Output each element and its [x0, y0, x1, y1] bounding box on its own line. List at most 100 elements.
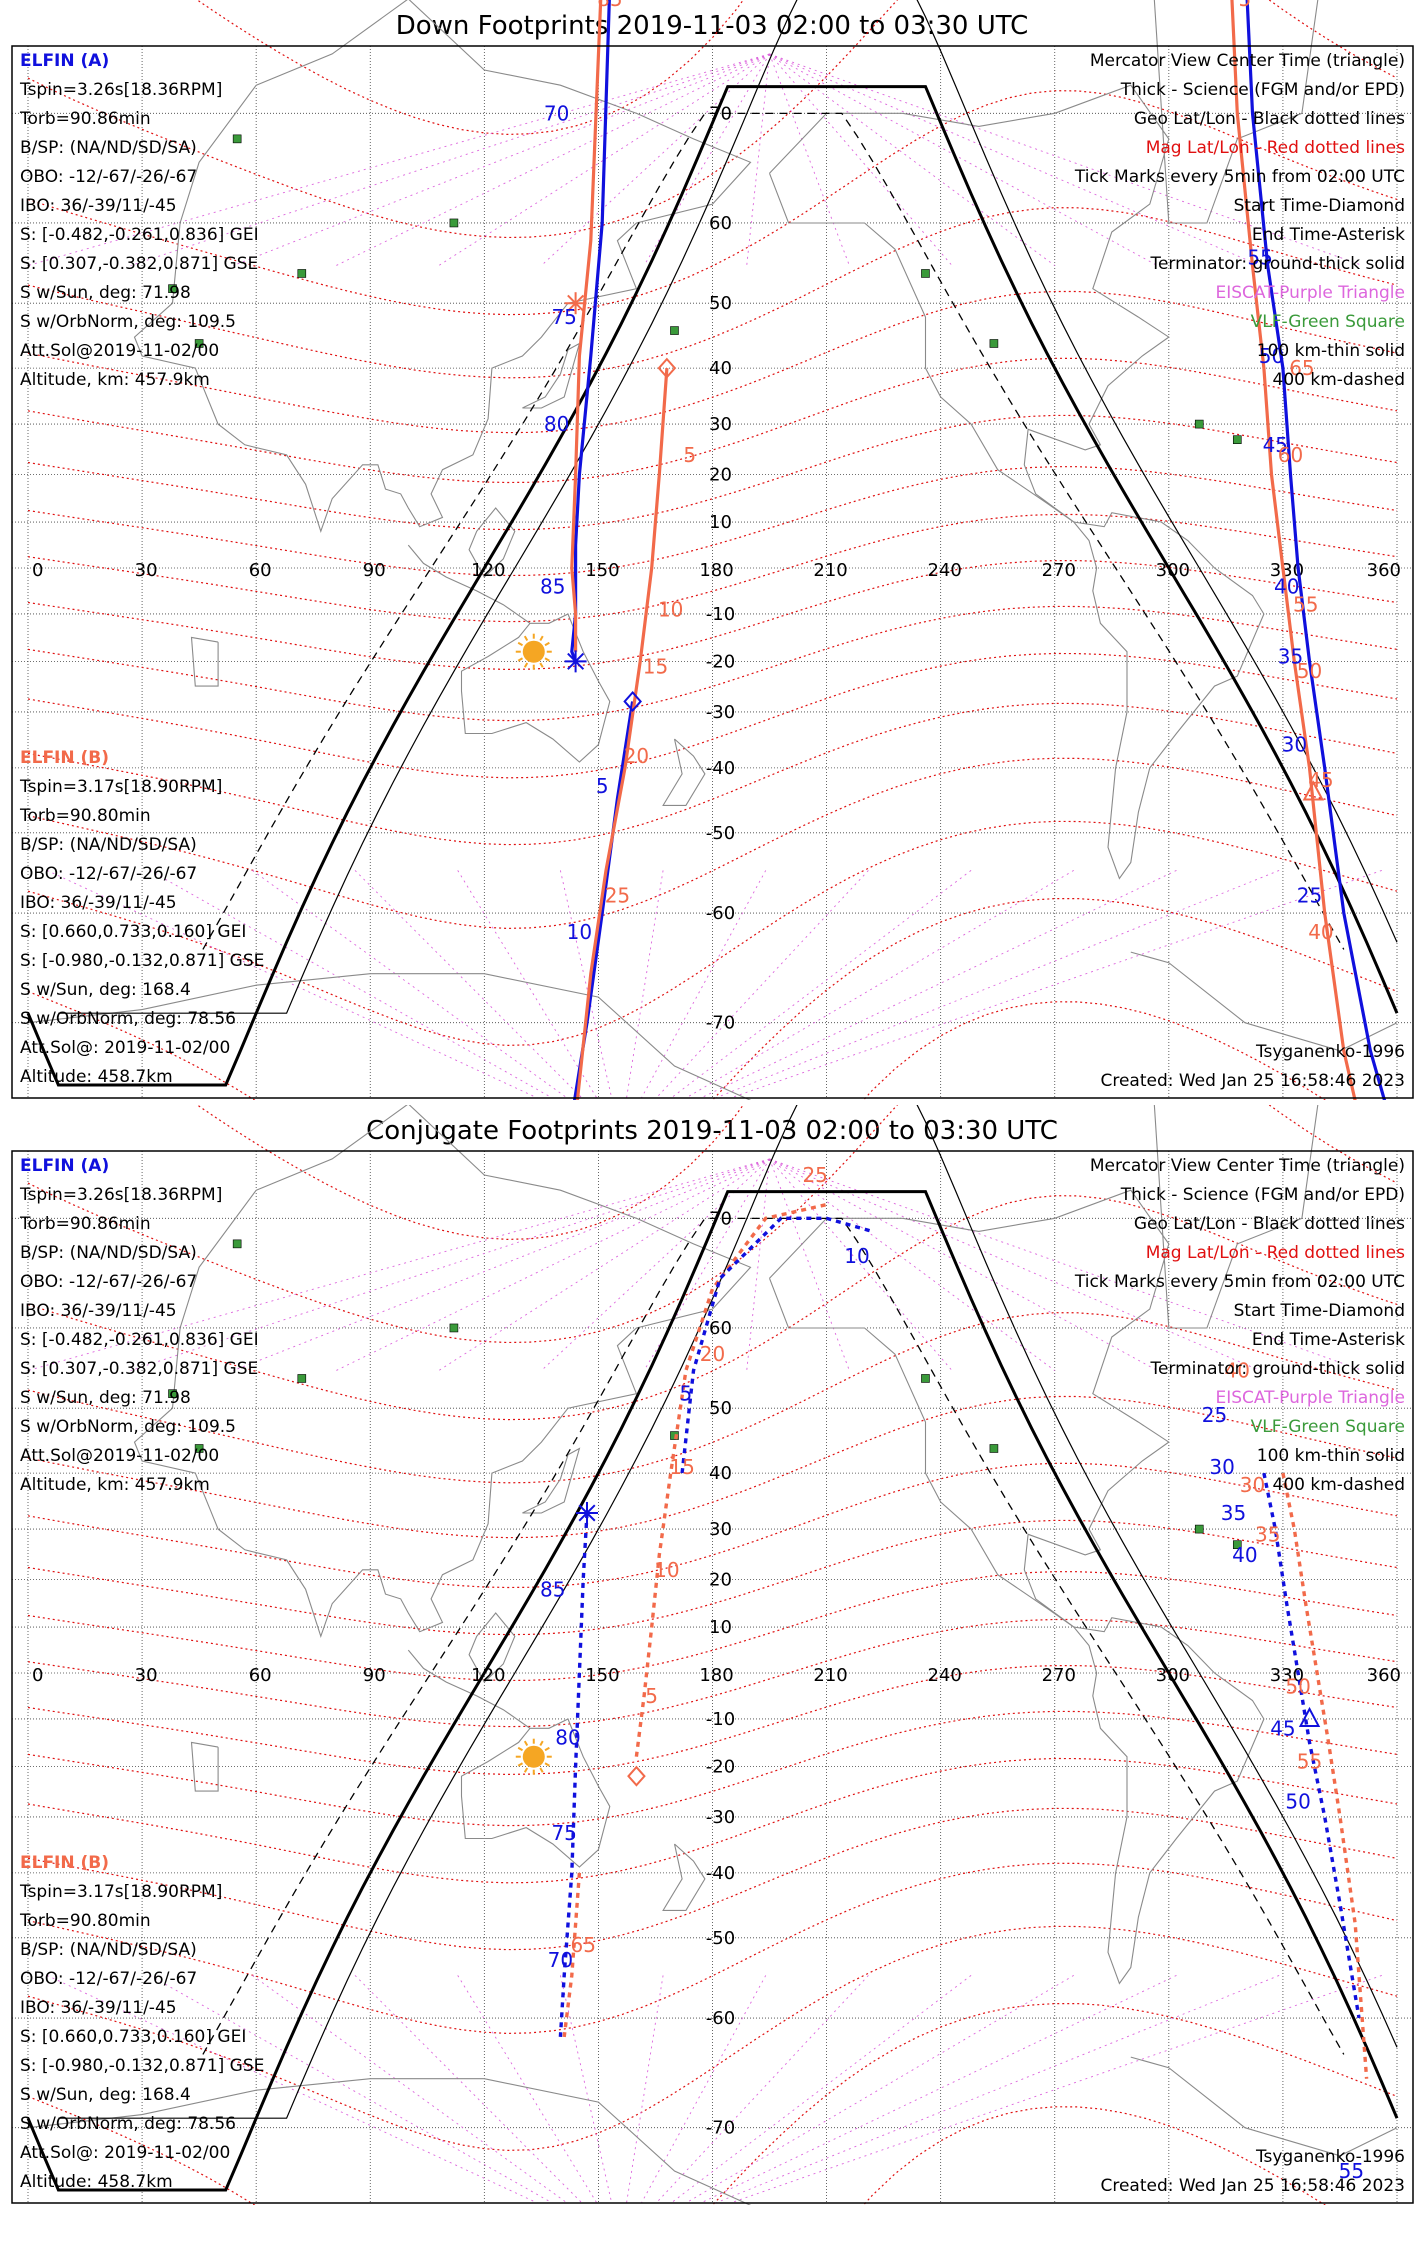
mag-meridian-north — [335, 53, 770, 266]
lon-tick-label: 0 — [32, 1665, 43, 1686]
mag-meridian-north — [130, 53, 770, 267]
mag-latitude-line — [27, 1925, 1398, 2152]
vlf-station-square — [168, 284, 177, 293]
track-time-tick-label: 50 — [1285, 1789, 1310, 1813]
down-footprints-plot: Down Footprints 2019-11-03 02:00 to 03:3… — [11, 0, 1414, 1100]
mag-meridian-south — [252, 870, 568, 1099]
lon-tick-label: 150 — [585, 1665, 619, 1686]
vlf-station-square — [297, 1374, 307, 1383]
lon-tick-label: 210 — [813, 1665, 847, 1686]
lat-tick-label: 30 — [709, 414, 732, 435]
lat-tick-label: -50 — [706, 1928, 735, 1949]
track-time-tick-label: 80 — [544, 412, 569, 436]
track-time-tick-label: 35 — [1278, 645, 1303, 669]
mag-latitude-line — [27, 1710, 1398, 1827]
legend-line: Tick Marks every 5min from 02:00 UTC — [1074, 1272, 1405, 1292]
sun-ray — [523, 662, 529, 668]
track-time-tick-label: 55 — [1297, 1750, 1322, 1774]
legend-line: Terminator: ground-thick solid — [1149, 1359, 1405, 1379]
sun-ray — [517, 641, 524, 647]
mag-latitude-line — [27, 605, 1398, 722]
mag-meridian-north — [769, 1158, 1158, 1371]
mag-meridian-south — [700, 1975, 1177, 2204]
legend-line: End Time-Asterisk — [1252, 225, 1405, 245]
lon-tick-label: 240 — [927, 560, 961, 581]
end-time-asterisk-icon — [564, 650, 587, 673]
elfin-b-line: Att.Sol@: 2019-11-02/00 — [20, 1038, 230, 1058]
sun-ray — [544, 657, 550, 662]
elfin-b-line: B/SP: (NA/ND/SD/SA) — [20, 835, 197, 855]
lon-tick-label: 60 — [249, 560, 272, 581]
mag-latitude-line — [27, 820, 1398, 1047]
elfin-b-line: IBO: 36/-39/11/-45 — [20, 1998, 177, 2018]
elfin-b-line: Altitude: 458.7km — [20, 2172, 173, 2192]
mag-meridian-south — [655, 1975, 869, 2204]
mag-meridian-south — [685, 870, 1074, 1099]
sun-ray — [544, 1746, 550, 1752]
track-time-tick-label: 65 — [570, 1933, 595, 1957]
elfin-a-line: Torb=90.86min — [19, 1214, 151, 1234]
mag-meridian-north — [769, 53, 850, 266]
lat-tick-label: -60 — [706, 903, 735, 924]
legend-line: Mag Lat/Lon - Red dotted lines — [1146, 138, 1405, 158]
coastline — [190, 636, 219, 687]
track-time-tick-label: 50 — [1297, 659, 1322, 683]
lat-tick-label: 60 — [709, 213, 732, 234]
mag-meridian-north — [769, 53, 1261, 267]
elfin-a-line: IBO: 36/-39/11/-45 — [20, 196, 177, 216]
elfin-b-footprint-track — [575, 367, 669, 1100]
lon-tick-label: 240 — [927, 1665, 961, 1686]
mag-meridian-south — [715, 1974, 1280, 2204]
sun-ray — [539, 662, 544, 668]
mag-meridian-south — [640, 1975, 767, 2204]
mag-meridian-north — [769, 1158, 953, 1371]
track-time-tick-label: 80 — [555, 1726, 580, 1750]
lat-tick-label: -70 — [706, 2118, 735, 2139]
elfin-a-footprint-track — [1245, 0, 1387, 1100]
mag-meridian-south — [685, 1975, 1074, 2204]
legend-line: End Time-Asterisk — [1252, 1330, 1405, 1350]
vlf-station-square — [297, 269, 307, 278]
elfin-b-line: S w/Sun, deg: 168.4 — [20, 980, 191, 1000]
legend-line: Geo Lat/Lon - Black dotted lines — [1134, 109, 1405, 129]
conjugate-footprints-panel: Conjugate Footprints 2019-11-03 02:00 to… — [0, 1105, 1425, 2205]
elfin-b-title: ELFIN (B) — [20, 1853, 109, 1873]
mag-meridian-north — [335, 1158, 770, 1371]
lat-tick-label: -20 — [706, 651, 735, 672]
mag-meridian-north — [769, 1158, 850, 1371]
track-time-tick-label: 35 — [1221, 1501, 1246, 1525]
lat-tick-label: -70 — [706, 1013, 735, 1034]
elfin-a-title: ELFIN (A) — [20, 51, 109, 71]
elfin-b-line: B/SP: (NA/ND/SD/SA) — [20, 1940, 197, 1960]
elfin-a-line: B/SP: (NA/ND/SD/SA) — [20, 1243, 197, 1263]
sun-ray — [539, 1740, 544, 1746]
track-time-tick-label: 45 — [1270, 1716, 1295, 1740]
legend-line: Start Time-Diamond — [1234, 196, 1405, 216]
legend-line: Start Time-Diamond — [1234, 1301, 1405, 1321]
mag-latitude-line — [27, 1862, 1398, 2035]
track-time-tick-label: 30 — [1282, 733, 1307, 757]
track-time-tick-label: 10 — [567, 920, 592, 944]
coastline — [468, 1612, 516, 1683]
lat-tick-label: -40 — [706, 758, 735, 779]
elfin-a-line: OBO: -12/-67/-26/-67 — [20, 1272, 197, 1292]
sun-ray — [523, 1767, 529, 1773]
mag-meridian-south — [149, 1975, 553, 2204]
coastline — [133, 0, 752, 534]
coastline — [662, 738, 706, 806]
mag-latitude-line — [27, 357, 1398, 484]
mag-latitude-line — [27, 290, 1398, 434]
mag-latitude-line — [27, 702, 1398, 846]
coastline — [407, 1649, 611, 1868]
lon-tick-label: 210 — [813, 560, 847, 581]
coastline — [768, 1189, 1265, 1985]
sun-ray — [539, 635, 544, 641]
mag-latitude-line — [27, 1519, 1398, 1636]
lon-tick-label: 180 — [699, 1665, 733, 1686]
terminator-100km — [58, 1105, 1398, 2119]
mag-latitude-line — [27, 1395, 1398, 1539]
mag-meridian-south — [730, 1974, 1382, 2204]
panel-title: Conjugate Footprints 2019-11-03 02:00 to… — [366, 1116, 1058, 1146]
mag-meridian-south — [354, 1975, 583, 2204]
mag-meridian-south — [655, 870, 869, 1099]
